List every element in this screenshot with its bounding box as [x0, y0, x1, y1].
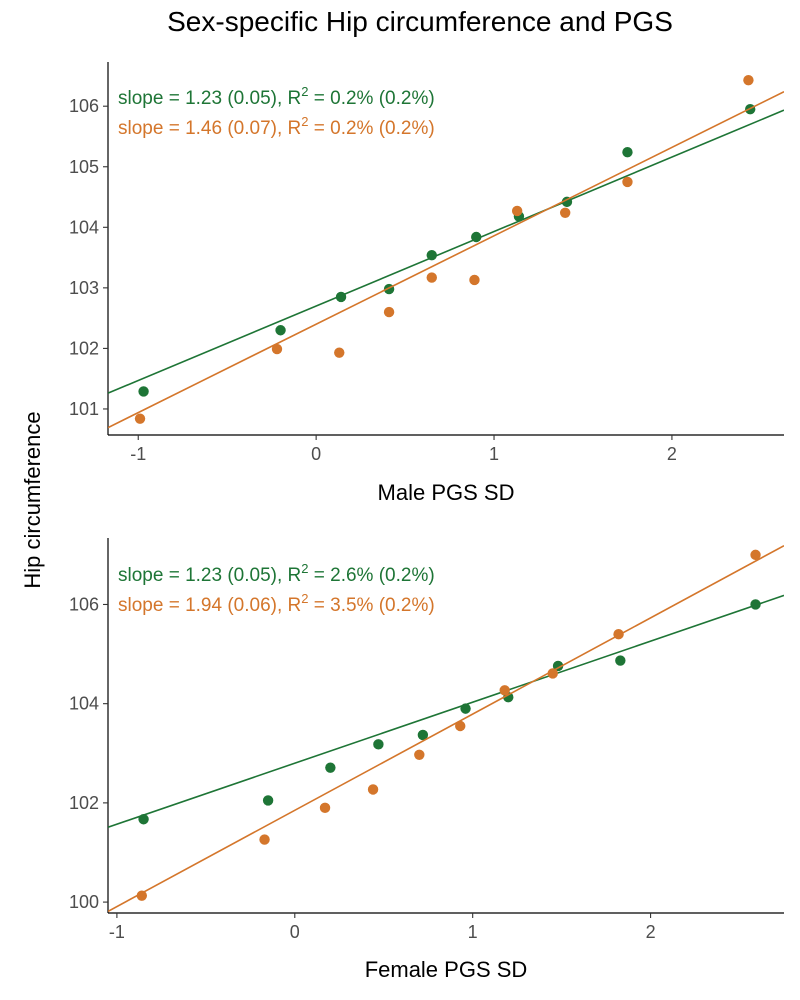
chart-title: Sex-specific Hip circumference and PGS	[167, 6, 673, 37]
x-tick-label: 2	[646, 922, 656, 942]
slope-annotation-green: slope = 1.23 (0.05), R2 = 0.2% (0.2%)	[118, 84, 435, 109]
x-tick-label: 1	[489, 444, 499, 464]
data-point-orange	[750, 549, 761, 561]
panel-1: 101 102 103 104 105 106 -1 0 1 2 Male PGS SD slope …	[69, 62, 784, 505]
y-tick-label: 101	[69, 399, 99, 419]
data-point-orange	[271, 343, 283, 355]
data-point-green	[460, 703, 471, 714]
data-point-green	[561, 196, 573, 208]
y-tick-label: 104	[69, 217, 99, 237]
data-point-green	[750, 599, 761, 610]
x-tick-label: 1	[468, 922, 478, 942]
x-tick-label: 2	[667, 444, 677, 464]
data-point-orange	[469, 274, 480, 286]
y-tick-label: 105	[69, 157, 99, 177]
y-tick-label: 106	[69, 594, 99, 614]
x-tick-label: -1	[109, 922, 125, 942]
data-point-green	[426, 249, 437, 261]
slope-annotation-orange: slope = 1.46 (0.07), R2 = 0.2% (0.2%)	[118, 114, 435, 139]
data-point-orange	[367, 784, 379, 795]
y-tick-label: 103	[69, 278, 99, 298]
data-point-green	[335, 291, 347, 303]
data-point-orange	[499, 685, 510, 696]
data-point-green	[471, 231, 482, 243]
data-point-orange	[414, 749, 425, 760]
x-axis-title: Male PGS SD	[378, 480, 515, 505]
y-tick-label: 106	[69, 96, 99, 116]
data-point-green	[417, 729, 429, 741]
slope-annotation-green: slope = 1.23 (0.05), R2 = 2.6% (0.2%)	[118, 561, 435, 586]
data-point-green	[325, 762, 336, 773]
data-point-green	[275, 325, 286, 336]
x-tick-label: 0	[311, 444, 321, 464]
data-point-green	[138, 386, 149, 397]
data-point-orange	[743, 74, 754, 86]
data-point-orange	[334, 347, 345, 358]
data-point-orange	[383, 306, 395, 318]
data-point-green	[262, 795, 274, 806]
y-tick-label: 102	[69, 793, 99, 813]
y-tick-label: 102	[69, 338, 99, 358]
data-point-orange	[559, 207, 571, 218]
y-tick-label: 104	[69, 694, 99, 714]
data-point-orange	[259, 834, 270, 845]
data-point-orange	[511, 205, 523, 217]
data-point-green	[138, 814, 149, 825]
x-tick-label: 0	[290, 922, 300, 942]
data-point-orange	[613, 629, 624, 640]
fit-line-green	[108, 109, 784, 394]
data-point-green	[622, 147, 633, 158]
x-tick-label: -1	[130, 444, 146, 464]
data-point-orange	[455, 720, 466, 732]
data-point-green	[615, 655, 626, 666]
data-point-green	[373, 739, 384, 750]
panel-2: 100 102 104 106 -1 0 1 2 Female PGS SD slope = 1.…	[69, 538, 784, 982]
data-point-orange	[319, 802, 331, 814]
data-point-orange	[426, 272, 437, 283]
fit-line-orange	[108, 90, 784, 429]
y-tick-label: 100	[69, 892, 99, 912]
data-point-orange	[622, 176, 633, 188]
slope-annotation-orange: slope = 1.94 (0.06), R2 = 3.5% (0.2%)	[118, 591, 435, 616]
data-point-orange	[134, 413, 146, 424]
data-point-orange	[547, 668, 558, 679]
data-point-orange	[136, 890, 147, 901]
fit-line-green	[108, 594, 784, 829]
x-axis-title: Female PGS SD	[365, 957, 528, 982]
fit-line-orange	[108, 544, 784, 913]
